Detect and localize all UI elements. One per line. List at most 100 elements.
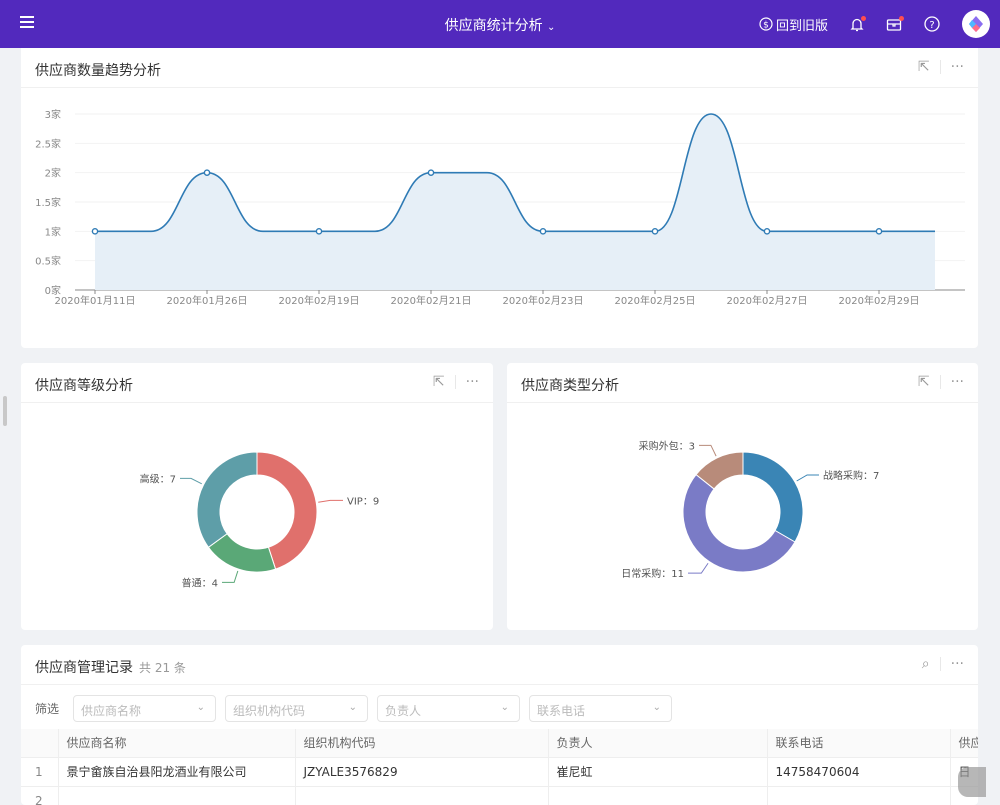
column-header-name[interactable]: 供应商名称 bbox=[58, 729, 296, 758]
donut-slice bbox=[682, 473, 796, 573]
filter-supplier-name[interactable]: 供应商名称 ⌄ bbox=[73, 694, 217, 722]
card-title: 供应商数量趋势分析 bbox=[35, 63, 161, 79]
trend-chart: 0家 0.5家 1家 1.5家 2家 2.5家 3家 2020年01月11日 2020年01月2… bbox=[35, 108, 965, 307]
label-line bbox=[222, 570, 239, 583]
x-tick-label: 2020年02月21日 bbox=[391, 294, 472, 307]
app-logo-icon bbox=[969, 16, 983, 32]
avatar[interactable] bbox=[962, 10, 990, 38]
filter-org-code[interactable]: 组织机构代码 ⌄ bbox=[225, 694, 369, 722]
inbox-dot bbox=[899, 16, 904, 21]
data-point bbox=[203, 169, 211, 176]
type-donut-chart: 战略采购：7 日常采购：11 采购外包：3 bbox=[621, 439, 879, 580]
x-tick-label: 2020年02月27日 bbox=[727, 294, 808, 307]
column-header-owner[interactable]: 负责人 bbox=[548, 729, 768, 758]
data-point bbox=[91, 228, 99, 235]
chevron-down-icon: ⌄ bbox=[652, 701, 662, 713]
chevron-down-icon: ⌄ bbox=[348, 701, 358, 713]
back-to-old-version-button[interactable]: $ 回到旧版 bbox=[759, 15, 828, 34]
y-tick-label: 3家 bbox=[45, 108, 61, 121]
slice-label: 日常采购：11 bbox=[621, 567, 684, 580]
y-tick-label: 1家 bbox=[45, 225, 61, 238]
card-title: 供应商管理记录 bbox=[35, 660, 133, 676]
help-icon: ? bbox=[924, 16, 940, 32]
records-table: 供应商名称 组织机构代码 负责人 联系电话 供应 1 景宁畲族自治县阳龙酒业有限… bbox=[21, 729, 978, 805]
x-tick-label: 2020年02月23日 bbox=[503, 294, 584, 307]
search-icon[interactable]: ⌕ bbox=[921, 656, 930, 672]
donut-slice bbox=[256, 451, 318, 570]
column-header-code[interactable]: 组织机构代码 bbox=[295, 729, 549, 758]
x-tick-label: 2020年01月26日 bbox=[167, 294, 248, 307]
notification-dot bbox=[861, 15, 866, 21]
chevron-down-icon: ⌄ bbox=[547, 22, 556, 33]
label-line bbox=[699, 444, 717, 457]
data-point bbox=[427, 169, 435, 176]
y-tick-label: 0.5家 bbox=[35, 255, 61, 268]
filter-bar: 筛选 供应商名称 ⌄ 组织机构代码 ⌄ 负责人 ⌄ 联系电话 ⌄ bbox=[21, 691, 681, 725]
briefcase-icon bbox=[886, 19, 902, 31]
data-point bbox=[315, 228, 323, 235]
help-button[interactable]: ? bbox=[924, 16, 940, 32]
slice-label: 战略采购：7 bbox=[823, 469, 879, 482]
y-tick-label: 2.5家 bbox=[35, 137, 61, 150]
dollar-circle-icon: $ bbox=[759, 17, 773, 31]
chevron-down-icon: ⌄ bbox=[196, 701, 206, 713]
filter-label: 筛选 bbox=[35, 701, 60, 716]
menu-icon[interactable] bbox=[20, 16, 34, 28]
more-icon[interactable]: ··· bbox=[950, 656, 964, 672]
column-header-index bbox=[21, 729, 59, 758]
card-header: 供应商数量趋势分析 ⇱ ··· bbox=[21, 48, 978, 88]
slice-label: 采购外包：3 bbox=[639, 439, 695, 452]
filter-phone[interactable]: 联系电话 ⌄ bbox=[529, 694, 673, 722]
data-point bbox=[763, 228, 771, 235]
y-tick-label: 2家 bbox=[45, 167, 61, 180]
more-icon[interactable]: ··· bbox=[950, 59, 964, 75]
card-title: 供应商等级分析 bbox=[35, 378, 133, 394]
filter-owner[interactable]: 负责人 ⌄ bbox=[377, 694, 521, 722]
x-tick-label: 2020年02月29日 bbox=[839, 294, 920, 307]
donut-slice bbox=[196, 451, 258, 548]
x-tick-label: 2020年02月19日 bbox=[279, 294, 360, 307]
slice-label: 普通：4 bbox=[182, 576, 218, 589]
chevron-down-icon: ⌄ bbox=[500, 701, 510, 713]
svg-text:$: $ bbox=[763, 21, 769, 31]
y-tick-label: 1.5家 bbox=[35, 196, 61, 209]
donut-slice bbox=[742, 451, 804, 543]
table-row[interactable]: 2 bbox=[21, 786, 978, 805]
more-icon[interactable]: ··· bbox=[465, 374, 479, 390]
supplier-level-card: 供应商等级分析 ⇱ ··· VIP：9 普通：4 高级：7 bbox=[21, 363, 493, 630]
supplier-records-card: 供应商管理记录共 21 条 ⌕ ··· 筛选 供应商名称 ⌄ 组织机构代码 ⌄ 负责人… bbox=[21, 645, 978, 805]
label-line bbox=[796, 474, 819, 482]
supplier-trend-card: 供应商数量趋势分析 ⇱ ··· 0家 0.5家 1家 1.5家 2家 2.5家 3家 2020年… bbox=[21, 48, 978, 348]
expand-icon[interactable]: ⇱ bbox=[432, 374, 445, 390]
more-icon[interactable]: ··· bbox=[950, 374, 964, 390]
record-count: 共 21 条 bbox=[139, 661, 186, 675]
sidebar-drag-handle[interactable] bbox=[3, 396, 7, 426]
label-line bbox=[180, 477, 202, 485]
supplier-type-card: 供应商类型分析 ⇱ ··· 战略采购：7 日常采购：11 采购外包：3 bbox=[507, 363, 978, 630]
data-point bbox=[539, 228, 547, 235]
expand-icon[interactable]: ⇱ bbox=[917, 59, 930, 75]
slice-label: 高级：7 bbox=[140, 472, 176, 485]
column-header-type[interactable]: 供应 bbox=[950, 729, 978, 758]
level-donut-chart: VIP：9 普通：4 高级：7 bbox=[140, 451, 379, 589]
donut-slice bbox=[695, 451, 744, 490]
label-line bbox=[688, 562, 709, 574]
collapse-side-button[interactable] bbox=[958, 767, 986, 797]
notification-button[interactable] bbox=[850, 15, 866, 32]
table-header-row: 供应商名称 组织机构代码 负责人 联系电话 供应 bbox=[21, 729, 978, 758]
inbox-button[interactable] bbox=[886, 16, 904, 31]
svg-text:?: ? bbox=[929, 20, 934, 31]
x-tick-label: 2020年01月11日 bbox=[55, 294, 136, 307]
page-title: 供应商统计分析 bbox=[444, 18, 543, 34]
page-title-dropdown[interactable]: 供应商统计分析 ⌄ bbox=[0, 15, 1000, 35]
x-tick-label: 2020年02月25日 bbox=[615, 294, 696, 307]
expand-icon[interactable]: ⇱ bbox=[917, 374, 930, 390]
column-header-phone[interactable]: 联系电话 bbox=[767, 729, 951, 758]
data-point bbox=[651, 228, 659, 235]
bell-icon bbox=[850, 18, 864, 31]
back-label: 回到旧版 bbox=[775, 18, 828, 34]
y-tick-label: 0家 bbox=[45, 284, 61, 297]
table-row[interactable]: 1 景宁畲族自治县阳龙酒业有限公司 JZYALE3576829 崔尼虹 1475… bbox=[21, 757, 978, 787]
card-title: 供应商类型分析 bbox=[521, 378, 619, 394]
data-point bbox=[875, 228, 883, 235]
